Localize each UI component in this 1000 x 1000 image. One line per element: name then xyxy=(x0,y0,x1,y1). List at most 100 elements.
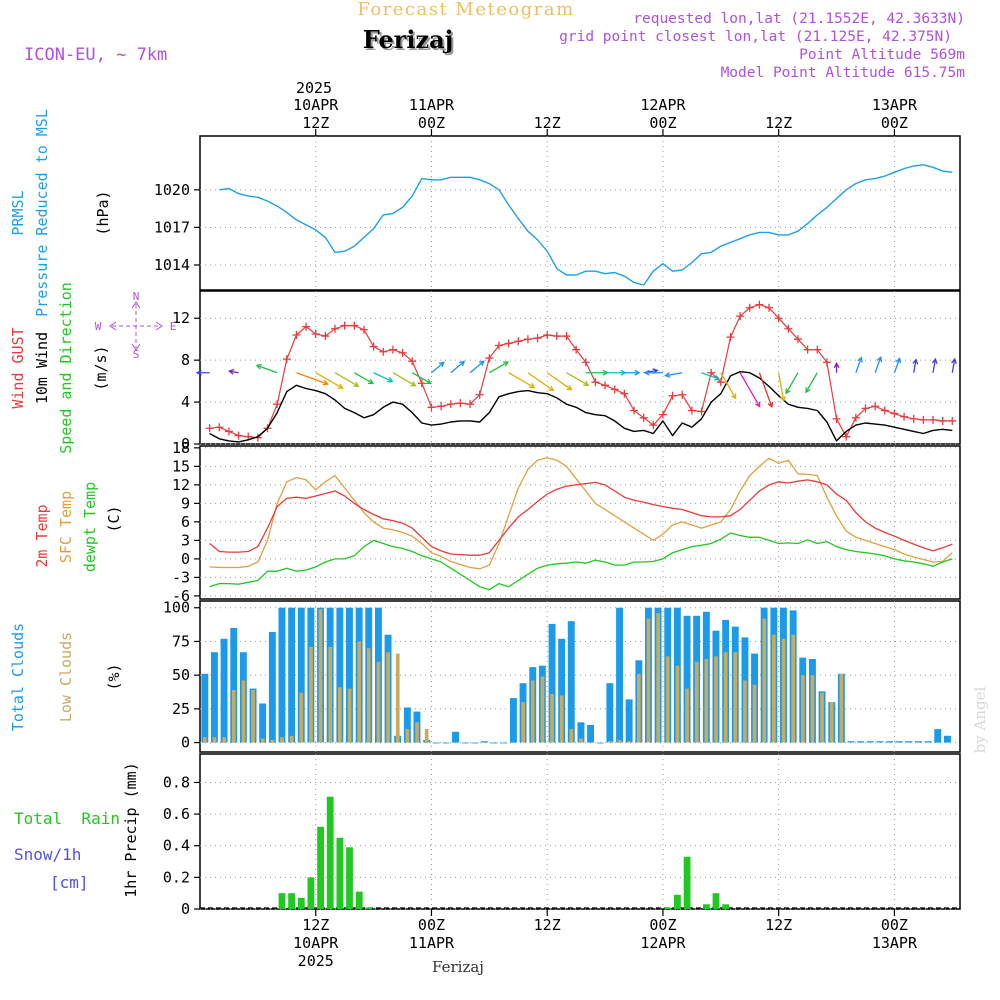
gust-marker xyxy=(890,409,899,418)
precip-y-ticks: 0 0.2 0.4 0.6 0.8 xyxy=(163,773,200,918)
gust-marker xyxy=(861,404,870,413)
gust-marker xyxy=(427,403,436,412)
rain-bar xyxy=(683,856,691,909)
low-cloud-bar xyxy=(338,687,342,743)
y-tick-label: 1020 xyxy=(154,181,190,199)
low-cloud-bar xyxy=(772,634,776,743)
low-cloud-bar xyxy=(694,661,699,743)
y-tick-label: 25 xyxy=(172,700,190,718)
low-cloud-bar xyxy=(318,609,323,743)
low-cloud-bar xyxy=(405,729,410,743)
gust-marker xyxy=(630,406,639,415)
low-cloud-bar xyxy=(415,722,419,743)
bottom-date-label: 13APR xyxy=(872,934,918,952)
total-cloud-bar xyxy=(471,742,479,744)
low-cloud-bar xyxy=(579,738,583,743)
gust-marker xyxy=(658,410,667,419)
gust-marker xyxy=(871,402,880,411)
clouds-y-ticks: 0 25 50 75 100 xyxy=(163,599,200,752)
gust-marker xyxy=(437,402,446,411)
total-cloud-bar xyxy=(924,741,932,743)
total-cloud-bar xyxy=(259,703,267,743)
wind-direction-arrow xyxy=(469,360,485,374)
wind-direction-arrow xyxy=(353,372,375,385)
total-cloud-bar xyxy=(432,742,440,744)
location-title: Ferizaj xyxy=(363,25,454,54)
bottom-location-label: Ferizaj xyxy=(432,958,484,976)
total-cloud-bar xyxy=(230,628,238,743)
rain-bar xyxy=(278,893,286,909)
gust-marker xyxy=(948,416,957,425)
gust-marker xyxy=(321,332,330,341)
wind-direction-arrow xyxy=(373,372,394,383)
total-cloud-bar xyxy=(211,652,218,743)
total-cloud-bar xyxy=(558,638,566,743)
gust-marker xyxy=(678,390,687,399)
sfc-temp-line xyxy=(209,457,953,570)
low-cloud-bar xyxy=(839,673,844,743)
y-tick-label: 1017 xyxy=(154,218,190,236)
gust-line xyxy=(209,304,953,439)
cloud-series xyxy=(201,607,951,744)
total-cloud-bar xyxy=(297,607,305,743)
rain-bar xyxy=(703,904,710,909)
gust-marker xyxy=(755,300,764,309)
gridpoint-coords: grid point closest lon,lat (21.125E, 42.… xyxy=(559,29,952,45)
rain-label: Total Rain xyxy=(14,809,120,828)
low-cloud-bar xyxy=(714,656,718,743)
low-cloud-bar xyxy=(723,652,728,743)
y-tick-label: 0 xyxy=(181,734,190,752)
total-cloud-bar xyxy=(346,607,353,743)
y-tick-label: 15 xyxy=(172,457,190,475)
low-cloud-bar xyxy=(222,737,226,743)
rain-bar xyxy=(722,904,730,909)
y-tick-label: 100 xyxy=(163,599,190,617)
low-cloud-bar xyxy=(521,702,525,743)
gust-marker xyxy=(282,355,291,364)
low-cloud-bar xyxy=(376,661,381,743)
gust-marker xyxy=(466,400,475,409)
low-cloud-bar xyxy=(762,618,767,743)
gust-marker xyxy=(494,341,503,350)
gust-marker xyxy=(880,406,889,415)
wind-direction-arrow xyxy=(334,372,360,387)
gust-marker xyxy=(803,345,812,354)
wind-y-ticks: 0 4 8 12 xyxy=(172,309,200,453)
gust-marker xyxy=(331,324,340,333)
gust-marker xyxy=(832,414,841,423)
y-tick-label: 0.2 xyxy=(163,868,190,886)
bottom-year-label: 2025 xyxy=(298,952,334,970)
total-cloud-bar xyxy=(461,742,469,744)
wind-direction-arrow xyxy=(508,372,536,389)
wind-direction-arrow xyxy=(195,369,210,376)
gust-marker xyxy=(408,357,417,366)
gust-marker xyxy=(900,412,909,421)
total-cloud-bar xyxy=(886,741,893,743)
gust-marker xyxy=(610,385,619,394)
total-cloud-bar xyxy=(336,607,344,743)
wind-direction-arrow xyxy=(720,372,737,400)
top-date-label: 10APR xyxy=(293,96,339,114)
low-cloud-bar xyxy=(309,646,313,743)
gust-marker xyxy=(311,329,320,338)
model-label: ICON-EU, ~ 7km xyxy=(24,45,167,65)
snow-label: Snow/1h xyxy=(14,845,81,864)
pressure-unit: (hPa) xyxy=(94,190,112,235)
bottom-date-label: 12APR xyxy=(640,934,686,952)
total-cloud-bar xyxy=(857,741,865,743)
wind-direction-arrow xyxy=(912,358,919,373)
low-cloud-bar xyxy=(675,665,680,743)
temp-2m-line xyxy=(209,479,953,556)
y-tick-label: -3 xyxy=(172,568,190,586)
total-cloud-bar xyxy=(268,632,276,743)
top-hour-label: 00Z xyxy=(649,114,676,132)
rain-bar xyxy=(355,891,363,909)
wind-direction-arrow xyxy=(931,357,938,373)
low-cloud-bar xyxy=(743,680,747,743)
y-tick-label: 6 xyxy=(181,513,190,531)
top-hour-label: 00Z xyxy=(881,114,908,132)
top-year-label: 2025 xyxy=(296,79,332,97)
gust-marker xyxy=(475,390,484,399)
